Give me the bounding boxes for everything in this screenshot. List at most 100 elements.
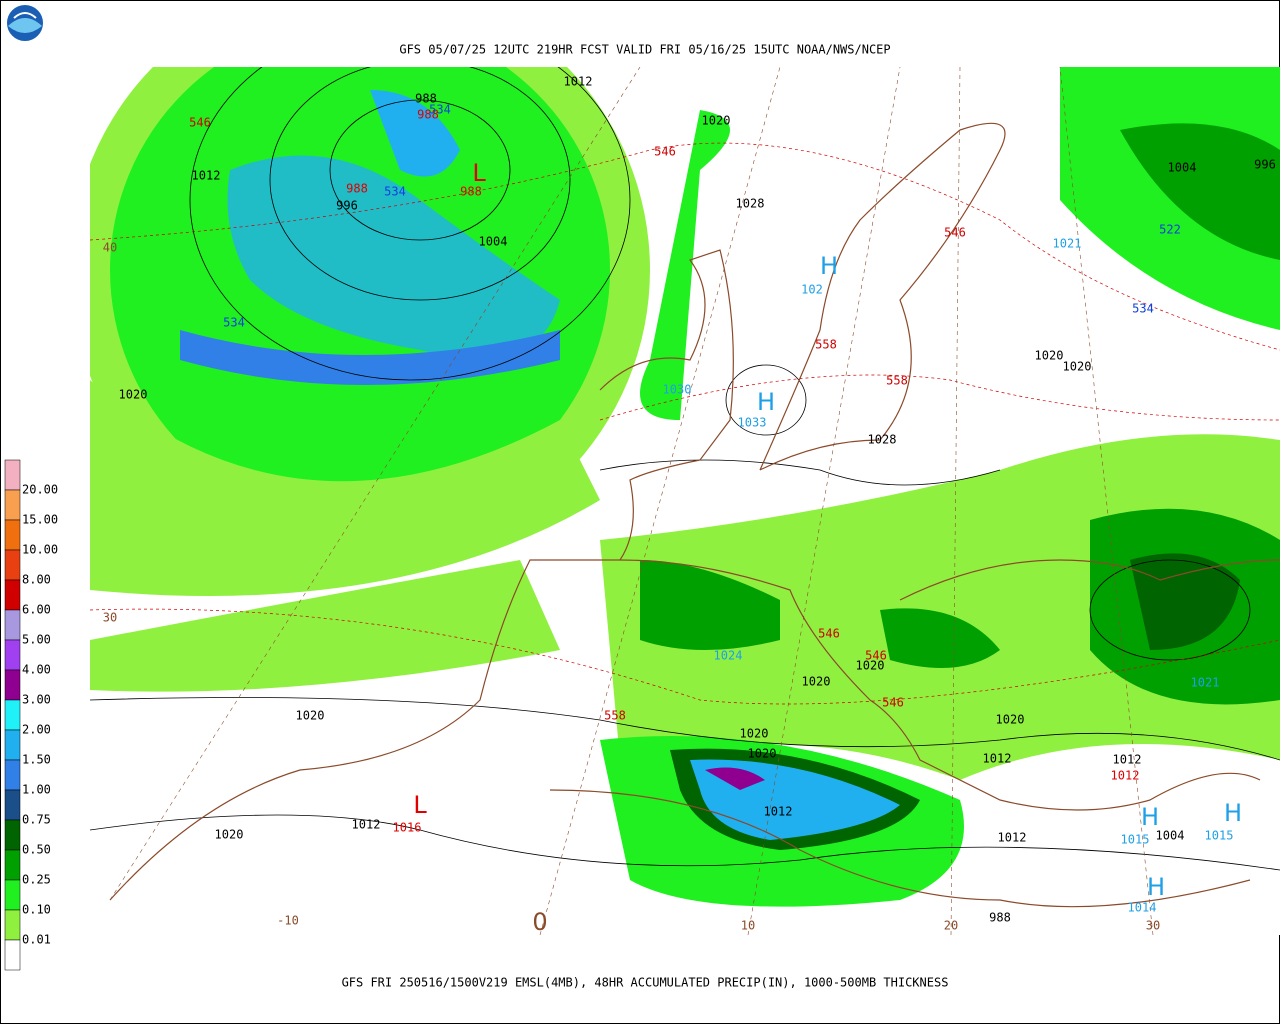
pressure-label: 1012 bbox=[1113, 753, 1142, 767]
precip-shading bbox=[90, 67, 1280, 907]
pressure-label: 988 bbox=[415, 92, 437, 106]
legend-swatch bbox=[4, 699, 21, 731]
high-label: 1015 bbox=[1121, 833, 1150, 847]
legend-label: 15.00 bbox=[22, 513, 58, 527]
high-label: 1015 bbox=[1205, 829, 1234, 843]
pressure-label: 996 bbox=[1254, 158, 1276, 172]
legend-label: 0.50 bbox=[22, 843, 51, 857]
thickness-red: 546 bbox=[818, 627, 840, 641]
legend: 20.00 15.00 10.00 8.00 6.00 5.00 4.00 3.00 2.00 1… bbox=[4, 459, 58, 971]
high-label: 1024 bbox=[714, 649, 743, 663]
thickness-red: 546 bbox=[654, 145, 676, 159]
low-label: L bbox=[472, 159, 486, 187]
grid-label: 10 bbox=[741, 919, 755, 933]
thickness-red: 546 bbox=[944, 226, 966, 240]
legend-swatch bbox=[4, 459, 21, 491]
legend-swatch bbox=[4, 789, 21, 821]
legend-label: 3.00 bbox=[22, 693, 51, 707]
pressure-label: 1020 bbox=[996, 713, 1025, 727]
legend-label: 1.00 bbox=[22, 783, 51, 797]
low-label: L bbox=[413, 791, 427, 819]
legend-label: 0.10 bbox=[22, 903, 51, 917]
low-label: 988 bbox=[417, 108, 439, 122]
pressure-label: 1004 bbox=[479, 235, 508, 249]
pressure-label: 1028 bbox=[736, 197, 765, 211]
contours bbox=[90, 67, 1280, 935]
pressure-label: 1012 bbox=[564, 75, 593, 89]
map-caption: GFS FRI 250516/1500V219 EMSL(4MB), 48HR … bbox=[342, 976, 949, 990]
legend-label: 8.00 bbox=[22, 573, 51, 587]
grid-label: -10 bbox=[277, 914, 299, 928]
legend-swatch bbox=[4, 609, 21, 641]
thickness-red: 558 bbox=[886, 374, 908, 388]
legend-swatch bbox=[4, 849, 21, 881]
high-label: 102 bbox=[801, 283, 823, 297]
pressure-label: 1020 bbox=[215, 828, 244, 842]
thickness-blue: 522 bbox=[1159, 223, 1181, 237]
legend-label: 0.75 bbox=[22, 813, 51, 827]
legend-label: 5.00 bbox=[22, 633, 51, 647]
pressure-label: 1020 bbox=[748, 747, 777, 761]
pressure-label: 1020 bbox=[740, 727, 769, 741]
high-label: 1021 bbox=[1053, 237, 1082, 251]
thickness-blue: 534 bbox=[223, 316, 245, 330]
high-label: H bbox=[1224, 799, 1242, 827]
pressure-label: 1004 bbox=[1156, 829, 1185, 843]
pressure-label: 988 bbox=[989, 911, 1011, 925]
pressure-label: 1020 bbox=[1035, 349, 1064, 363]
pressure-label: 1028 bbox=[868, 433, 897, 447]
pressure-label: 1020 bbox=[1063, 360, 1092, 374]
grid-label: 30 bbox=[1146, 919, 1160, 933]
pressure-label: 1012 bbox=[764, 805, 793, 819]
legend-swatch bbox=[4, 909, 21, 941]
legend-label: 0.25 bbox=[22, 873, 51, 887]
legend-swatch bbox=[4, 819, 21, 851]
legend-swatch bbox=[4, 729, 21, 761]
legend-swatch bbox=[4, 759, 21, 791]
pressure-label: 1020 bbox=[119, 388, 148, 402]
thickness-red: 558 bbox=[815, 338, 837, 352]
low-label: 988 bbox=[460, 185, 482, 199]
legend-label: 6.00 bbox=[22, 603, 51, 617]
legend-swatch bbox=[4, 879, 21, 911]
high-label: H bbox=[820, 252, 838, 280]
legend-swatch bbox=[4, 549, 21, 581]
map-area bbox=[90, 67, 1280, 935]
thickness-red: 546 bbox=[865, 649, 887, 663]
legend-swatch bbox=[4, 519, 21, 551]
high-label: H bbox=[757, 388, 775, 416]
grid-label: 20 bbox=[944, 919, 958, 933]
pressure-label: 1012 bbox=[998, 831, 1027, 845]
legend-label: 2.00 bbox=[22, 723, 51, 737]
legend-swatch bbox=[4, 639, 21, 671]
thickness-blue: 534 bbox=[384, 185, 406, 199]
high-label: 1033 bbox=[738, 416, 767, 430]
high-label: 1021 bbox=[1191, 676, 1220, 690]
pressure-label: 1012 bbox=[192, 169, 221, 183]
pressure-label: 1012 bbox=[352, 818, 381, 832]
legend-label: 0.01 bbox=[22, 933, 51, 947]
legend-swatch bbox=[4, 489, 21, 521]
legend-label: 20.00 bbox=[22, 483, 58, 497]
thickness-red: 558 bbox=[604, 709, 626, 723]
legend-label: 1.50 bbox=[22, 753, 51, 767]
map-title: GFS 05/07/25 12UTC 219HR FCST VALID FRI … bbox=[399, 43, 890, 57]
legend-swatch bbox=[4, 669, 21, 701]
high-label: H bbox=[1141, 803, 1159, 831]
map-labels: 1012102010129961004102810201020102010281… bbox=[103, 75, 1276, 937]
grid-label: 40 bbox=[103, 241, 117, 255]
pressure-label: 1020 bbox=[296, 709, 325, 723]
low-label: 988 bbox=[346, 182, 368, 196]
high-label: 1014 bbox=[1128, 901, 1157, 915]
grid-label: 30 bbox=[103, 611, 117, 625]
legend-swatch bbox=[4, 939, 21, 971]
pressure-label: 1012 bbox=[983, 752, 1012, 766]
thickness-blue: 534 bbox=[429, 103, 451, 117]
pressure-label: 1020 bbox=[702, 114, 731, 128]
legend-label: 4.00 bbox=[22, 663, 51, 677]
high-label: 1030 bbox=[663, 383, 692, 397]
pressure-label: 996 bbox=[336, 199, 358, 213]
thickness-blue: 534 bbox=[1132, 302, 1154, 316]
